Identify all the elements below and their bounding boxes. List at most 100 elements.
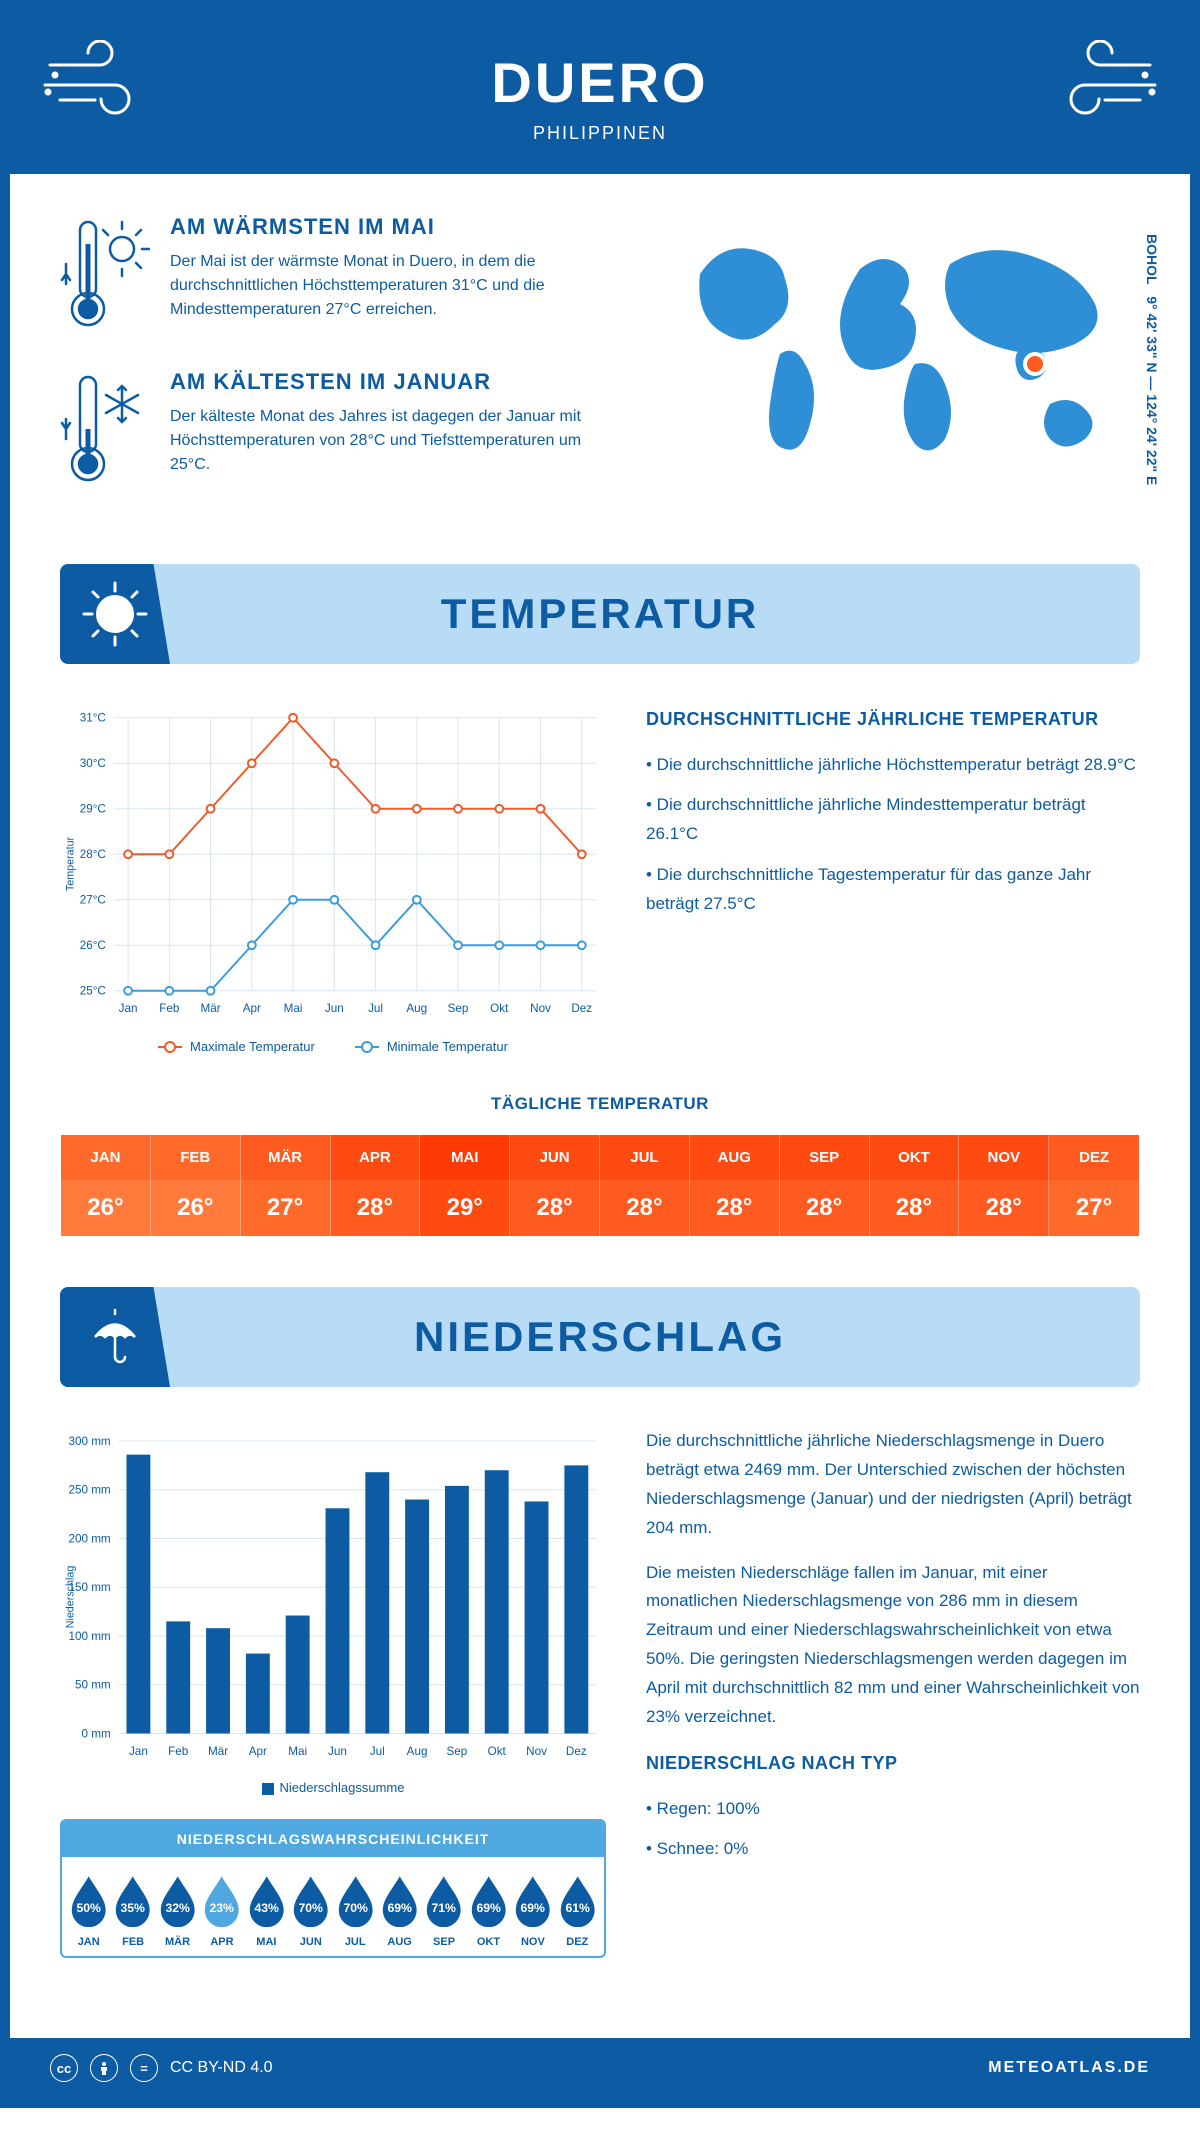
location-title: DUERO xyxy=(30,50,1170,115)
daily-month-cell: DEZ xyxy=(1049,1135,1139,1180)
daily-value-cell: 28° xyxy=(870,1180,960,1236)
intro-right: BOHOL 9° 42' 33" N — 124° 24' 22" E xyxy=(660,214,1140,524)
prob-drop-cell: 43%MAI xyxy=(246,1871,287,1948)
prob-drop-cell: 23%APR xyxy=(201,1871,242,1948)
svg-text:Feb: Feb xyxy=(168,1745,189,1758)
svg-text:Sep: Sep xyxy=(447,1745,468,1758)
svg-text:Jul: Jul xyxy=(368,1002,383,1015)
daily-month-cell: JUL xyxy=(600,1135,690,1180)
daily-value-cell: 26° xyxy=(61,1180,151,1236)
intro-left: AM WÄRMSTEN IM MAI Der Mai ist der wärms… xyxy=(60,214,620,524)
svg-text:Mär: Mär xyxy=(201,1002,221,1015)
svg-text:Mai: Mai xyxy=(284,1002,303,1015)
svg-text:50%: 50% xyxy=(76,1901,101,1915)
precip-section-header: NIEDERSCHLAG xyxy=(60,1287,1140,1387)
daily-month-cell: APR xyxy=(331,1135,421,1180)
by-icon xyxy=(90,2054,118,2082)
svg-text:32%: 32% xyxy=(165,1901,190,1915)
svg-text:Jan: Jan xyxy=(129,1745,148,1758)
prob-drop-cell: 32%MÄR xyxy=(157,1871,198,1948)
svg-text:Temperatur: Temperatur xyxy=(65,836,77,891)
precip-para2: Die meisten Niederschläge fallen im Janu… xyxy=(646,1559,1140,1732)
svg-text:28°C: 28°C xyxy=(80,848,106,861)
svg-text:30°C: 30°C xyxy=(80,757,106,770)
thermometer-cold-icon xyxy=(60,369,150,494)
wind-icon xyxy=(1040,40,1160,120)
warmest-title: AM WÄRMSTEN IM MAI xyxy=(170,214,620,240)
precip-legend: Niederschlagssumme xyxy=(60,1780,606,1795)
precipitation-bar-chart: 0 mm50 mm100 mm150 mm200 mm250 mm300 mmN… xyxy=(60,1427,606,1767)
site-label: METEOATLAS.DE xyxy=(988,2059,1150,2077)
svg-text:Apr: Apr xyxy=(249,1745,267,1758)
daily-value-cell: 28° xyxy=(600,1180,690,1236)
cc-icon: cc xyxy=(50,2054,78,2082)
svg-text:Aug: Aug xyxy=(406,1002,427,1015)
svg-text:Mär: Mär xyxy=(208,1745,228,1758)
svg-text:300 mm: 300 mm xyxy=(68,1435,110,1448)
header: DUERO PHILIPPINEN xyxy=(10,10,1190,174)
svg-text:69%: 69% xyxy=(476,1901,501,1915)
temp-side-title: DURCHSCHNITTLICHE JÄHRLICHE TEMPERATUR xyxy=(646,704,1140,735)
warmest-block: AM WÄRMSTEN IM MAI Der Mai ist der wärms… xyxy=(60,214,620,339)
world-map-icon xyxy=(660,214,1140,474)
legend-min-label: Minimale Temperatur xyxy=(387,1039,508,1054)
svg-text:29°C: 29°C xyxy=(80,803,106,816)
precip-heading: NIEDERSCHLAG xyxy=(170,1313,1140,1361)
daily-value-cell: 28° xyxy=(690,1180,780,1236)
svg-text:Dez: Dez xyxy=(571,1002,592,1015)
svg-text:27°C: 27°C xyxy=(80,894,106,907)
precip-chart-container: 0 mm50 mm100 mm150 mm200 mm250 mm300 mmN… xyxy=(60,1427,606,1958)
daily-value-cell: 28° xyxy=(510,1180,600,1236)
svg-text:31°C: 31°C xyxy=(80,712,106,725)
daily-month-cell: OKT xyxy=(870,1135,960,1180)
svg-text:43%: 43% xyxy=(254,1901,279,1915)
svg-text:200 mm: 200 mm xyxy=(68,1532,110,1545)
footer: cc = CC BY-ND 4.0 METEOATLAS.DE xyxy=(10,2038,1190,2098)
legend-max-label: Maximale Temperatur xyxy=(190,1039,315,1054)
precip-probability-box: NIEDERSCHLAGSWAHRSCHEINLICHKEIT 50%JAN35… xyxy=(60,1819,606,1958)
prob-grid: 50%JAN35%FEB32%MÄR23%APR43%MAI70%JUN70%J… xyxy=(62,1857,604,1956)
svg-text:Okt: Okt xyxy=(490,1002,509,1015)
svg-text:250 mm: 250 mm xyxy=(68,1484,110,1497)
prob-drop-cell: 50%JAN xyxy=(68,1871,109,1948)
location-subtitle: PHILIPPINEN xyxy=(30,123,1170,144)
daily-month-cell: JAN xyxy=(61,1135,151,1180)
daily-value-cell: 28° xyxy=(331,1180,421,1236)
daily-value-cell: 28° xyxy=(780,1180,870,1236)
coordinates-label: BOHOL 9° 42' 33" N — 124° 24' 22" E xyxy=(1144,234,1160,485)
temp-bullet: • Die durchschnittliche jährliche Mindes… xyxy=(646,791,1140,849)
infographic-page: DUERO PHILIPPINEN AM WÄRMSTEN IM MAI Der… xyxy=(0,0,1200,2108)
daily-month-cell: SEP xyxy=(780,1135,870,1180)
svg-text:61%: 61% xyxy=(565,1901,590,1915)
svg-text:71%: 71% xyxy=(432,1901,457,1915)
svg-text:Mai: Mai xyxy=(288,1745,307,1758)
daily-temp-title: TÄGLICHE TEMPERATUR xyxy=(60,1094,1140,1114)
svg-text:Jun: Jun xyxy=(328,1745,347,1758)
temperature-heading: TEMPERATUR xyxy=(170,590,1140,638)
temp-chart-row: 25°C26°C27°C28°C29°C30°C31°CTemperaturJa… xyxy=(60,704,1140,1054)
temperature-line-chart: 25°C26°C27°C28°C29°C30°C31°CTemperaturJa… xyxy=(60,704,606,1024)
prob-drop-cell: 70%JUL xyxy=(335,1871,376,1948)
precip-side-text: Die durchschnittliche jährliche Niedersc… xyxy=(646,1427,1140,1958)
daily-month-cell: MAI xyxy=(420,1135,510,1180)
svg-text:Okt: Okt xyxy=(488,1745,507,1758)
svg-text:Sep: Sep xyxy=(448,1002,469,1015)
daily-value-cell: 27° xyxy=(241,1180,331,1236)
prob-drop-cell: 69%AUG xyxy=(379,1871,420,1948)
daily-value-cell: 29° xyxy=(420,1180,510,1236)
svg-text:100 mm: 100 mm xyxy=(68,1630,110,1643)
umbrella-icon xyxy=(60,1287,170,1387)
prob-drop-cell: 61%DEZ xyxy=(557,1871,598,1948)
warmest-text: Der Mai ist der wärmste Monat in Duero, … xyxy=(170,250,620,322)
temp-bullet: • Die durchschnittliche Tagestemperatur … xyxy=(646,861,1140,919)
temp-bullet: • Die durchschnittliche jährliche Höchst… xyxy=(646,751,1140,780)
coldest-title: AM KÄLTESTEN IM JANUAR xyxy=(170,369,620,395)
precip-type-title: NIEDERSCHLAG NACH TYP xyxy=(646,1748,1140,1779)
daily-temp-block: TÄGLICHE TEMPERATUR JANFEBMÄRAPRMAIJUNJU… xyxy=(60,1094,1140,1237)
svg-text:25°C: 25°C xyxy=(80,985,106,998)
precip-para1: Die durchschnittliche jährliche Niedersc… xyxy=(646,1427,1140,1543)
content: AM WÄRMSTEN IM MAI Der Mai ist der wärms… xyxy=(10,174,1190,2038)
svg-text:69%: 69% xyxy=(387,1901,412,1915)
prob-title: NIEDERSCHLAGSWAHRSCHEINLICHKEIT xyxy=(62,1821,604,1857)
prob-drop-cell: 71%SEP xyxy=(423,1871,464,1948)
